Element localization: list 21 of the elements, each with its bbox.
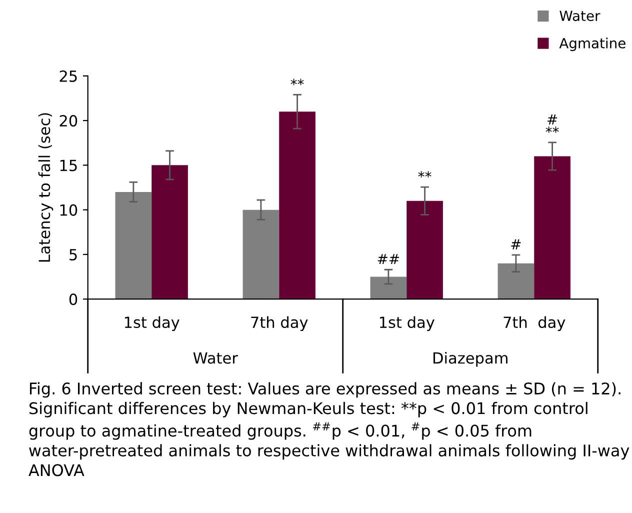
data-label: ** <box>290 78 304 86</box>
data-label: # <box>511 239 521 250</box>
y-tick-label: 5 <box>70 249 77 260</box>
legend-label: Water <box>560 10 600 22</box>
text: Water <box>193 352 238 364</box>
data-label: ## <box>378 254 400 264</box>
y-tick-label: 15 <box>60 160 77 172</box>
text: Diazepam <box>434 352 508 367</box>
y-axis-title: Latency to fall (sec) <box>38 113 54 262</box>
y-tick-label: 20 <box>60 115 78 127</box>
x-tick-label: 7th day <box>251 316 308 332</box>
x-tick-label: 7th day <box>504 316 566 332</box>
text: Fig. 6 Inverted screen test: Values are expressed as means ± SD (n = 12). Significant differences by Newman-Keuls test: **p < 0.01 from control group to agmatine-treated groups. $^{##}$p < 0.01, $^{#}$p < 0.05 from water-pretreated animals to respective withdrawal animals following II-way ANOVA <box>28 382 630 476</box>
data-label: ** <box>418 171 432 178</box>
y-tick-label: 10 <box>60 204 78 216</box>
y-tick-label: 0 <box>69 294 78 306</box>
data-label: # ** <box>546 114 559 133</box>
legend-label: Agmatine <box>559 38 626 52</box>
x-tick-label: 1st day <box>380 316 434 332</box>
x-tick-label: 1st day <box>124 316 180 332</box>
y-tick-label: 25 <box>60 70 77 82</box>
